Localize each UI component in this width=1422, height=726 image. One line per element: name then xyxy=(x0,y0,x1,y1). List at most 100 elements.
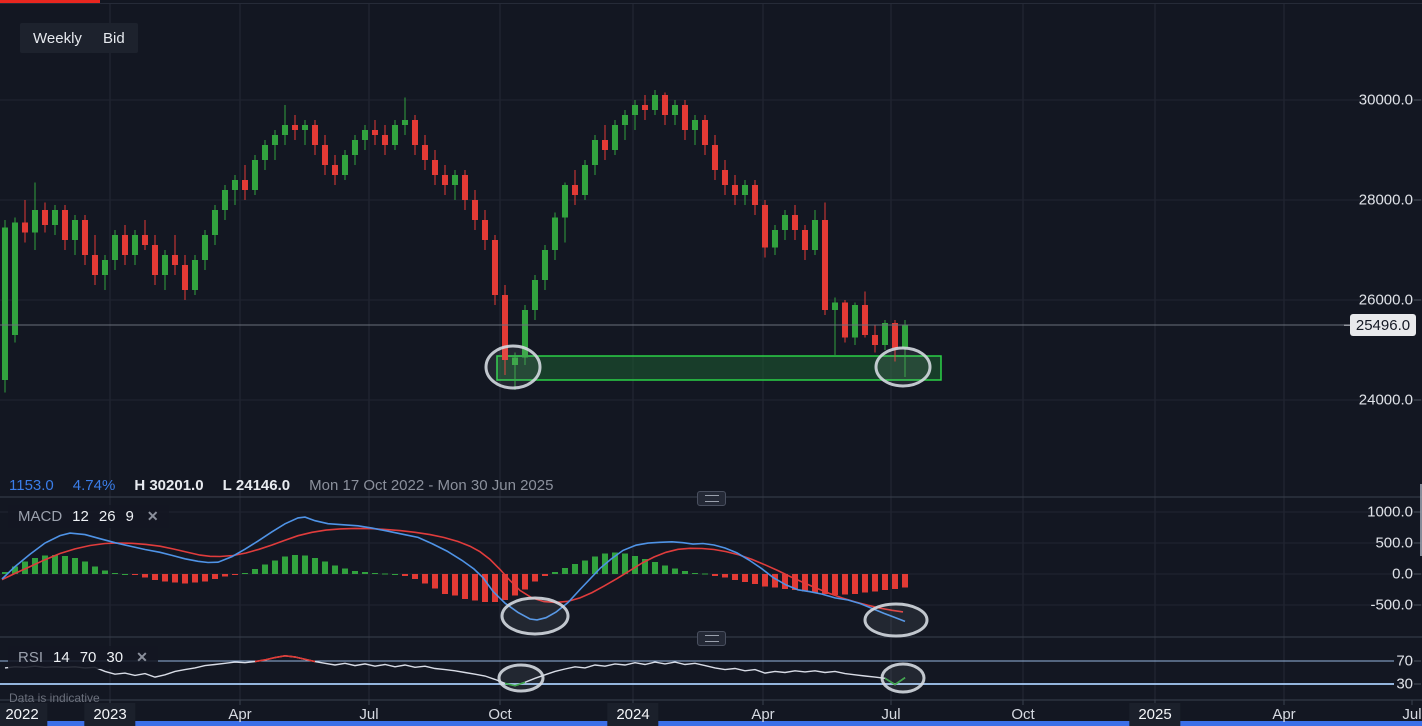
macd-histogram-bar xyxy=(192,574,198,583)
macd-histogram-bar xyxy=(672,568,678,574)
rsi-close-icon[interactable]: ✕ xyxy=(136,649,148,665)
macd-close-icon[interactable]: ✕ xyxy=(146,508,159,524)
macd-histogram-bar xyxy=(742,574,748,583)
macd-signal-line xyxy=(1,527,904,613)
macd-histogram-bar xyxy=(412,574,418,579)
macd-histogram-bar xyxy=(222,574,228,577)
price-side-button[interactable]: Bid xyxy=(90,23,138,53)
macd-histogram-bar xyxy=(452,574,458,596)
candle-body xyxy=(292,125,298,130)
macd-histogram-bar xyxy=(842,574,848,595)
rsi-panel-resize-handle[interactable] xyxy=(697,631,726,646)
macd-histogram-bar xyxy=(22,561,28,574)
macd-indicator-legend[interactable]: MACD 12 26 9 ✕ xyxy=(8,505,169,528)
candle-body xyxy=(332,165,338,175)
annotation-ellipse[interactable] xyxy=(863,602,929,638)
candle-body xyxy=(682,105,688,130)
candle-body xyxy=(242,180,248,190)
candle-body xyxy=(212,210,218,235)
macd-param-fast: 12 xyxy=(72,508,89,525)
candle-body xyxy=(232,180,238,190)
candle-body xyxy=(572,185,578,195)
macd-histogram-bar xyxy=(642,559,648,574)
macd-histogram-bar xyxy=(142,574,148,578)
right-scrollbar[interactable] xyxy=(1420,484,1422,556)
macd-histogram-bar xyxy=(572,564,578,574)
candle-body xyxy=(772,230,778,248)
rsi-param-length: 14 xyxy=(53,649,70,666)
macd-histogram-bar xyxy=(322,561,328,574)
macd-histogram-bar xyxy=(72,557,78,574)
macd-histogram-bar xyxy=(522,574,528,590)
time-axis-label: Oct xyxy=(1011,706,1035,723)
candle-body xyxy=(62,210,68,240)
candle-body xyxy=(542,250,548,280)
rsi-threshold-segment xyxy=(264,656,276,661)
macd-histogram-bar xyxy=(422,574,428,584)
macd-histogram-bar xyxy=(282,556,288,574)
candle-body xyxy=(122,235,128,255)
macd-axis-label: 500.0 xyxy=(1375,534,1413,552)
macd-histogram-bar xyxy=(552,572,558,574)
candle-body xyxy=(502,295,508,360)
annotation-ellipse[interactable] xyxy=(880,662,926,694)
macd-histogram-bar xyxy=(372,572,378,574)
candle-body xyxy=(632,105,638,115)
macd-histogram-bar xyxy=(252,569,258,574)
candle-body xyxy=(552,217,558,250)
candle-body xyxy=(302,125,308,130)
macd-param-slow: 26 xyxy=(98,508,116,525)
candle-body xyxy=(722,170,728,185)
candle-body xyxy=(752,185,758,205)
candle-body xyxy=(172,255,178,265)
support-zone-rectangle[interactable] xyxy=(496,355,942,381)
time-axis-label: Apr xyxy=(228,706,252,723)
price-axis-label: 30000.0 xyxy=(1358,91,1413,109)
macd-histogram-bar xyxy=(712,574,718,576)
candle-body xyxy=(192,260,198,290)
annotation-ellipse[interactable] xyxy=(500,596,570,636)
timeframe-label: Weekly xyxy=(33,29,82,47)
timeframe-button[interactable]: Weekly xyxy=(20,23,95,53)
macd-histogram-bar xyxy=(782,574,788,589)
annotation-ellipse[interactable] xyxy=(484,344,542,390)
candle-body xyxy=(512,357,518,365)
macd-axis-label: 1000.0 xyxy=(1367,503,1413,521)
rsi-axis-label: 70 xyxy=(1396,652,1413,670)
candle-body xyxy=(582,165,588,195)
rsi-indicator-legend[interactable]: RSI 14 70 30 ✕ xyxy=(8,646,158,669)
macd-histogram-bar xyxy=(432,574,438,589)
macd-histogram-bar xyxy=(582,560,588,574)
macd-histogram-bar xyxy=(462,574,468,599)
candle-body xyxy=(732,185,738,195)
candle-body xyxy=(372,130,378,135)
annotation-ellipse[interactable] xyxy=(497,663,545,693)
candle-body xyxy=(402,120,408,125)
macd-histogram-bar xyxy=(702,573,708,575)
macd-histogram-bar xyxy=(542,574,548,576)
candle-body xyxy=(692,120,698,130)
macd-histogram-bar xyxy=(132,574,138,576)
candle-body xyxy=(12,222,18,335)
macd-histogram-bar xyxy=(682,570,688,574)
macd-histogram-bar xyxy=(332,565,338,574)
macd-histogram-bar xyxy=(612,552,618,574)
time-axis-label: 2022 xyxy=(0,703,48,726)
macd-histogram-bar xyxy=(302,555,308,574)
candle-body xyxy=(892,323,898,348)
macd-histogram-bar xyxy=(882,574,888,591)
macd-histogram-bar xyxy=(362,572,368,574)
macd-histogram-bar xyxy=(812,574,818,593)
price-axis-label: 28000.0 xyxy=(1358,191,1413,209)
macd-histogram-bar xyxy=(732,574,738,581)
candle-body xyxy=(52,210,58,225)
date-range: Mon 17 Oct 2022 - Mon 30 Jun 2025 xyxy=(309,477,554,494)
macd-histogram-bar xyxy=(622,553,628,574)
candle-body xyxy=(312,125,318,145)
macd-panel-resize-handle[interactable] xyxy=(697,491,726,506)
candle-body xyxy=(662,95,668,115)
macd-histogram-bar xyxy=(182,574,188,584)
annotation-ellipse[interactable] xyxy=(874,346,932,388)
